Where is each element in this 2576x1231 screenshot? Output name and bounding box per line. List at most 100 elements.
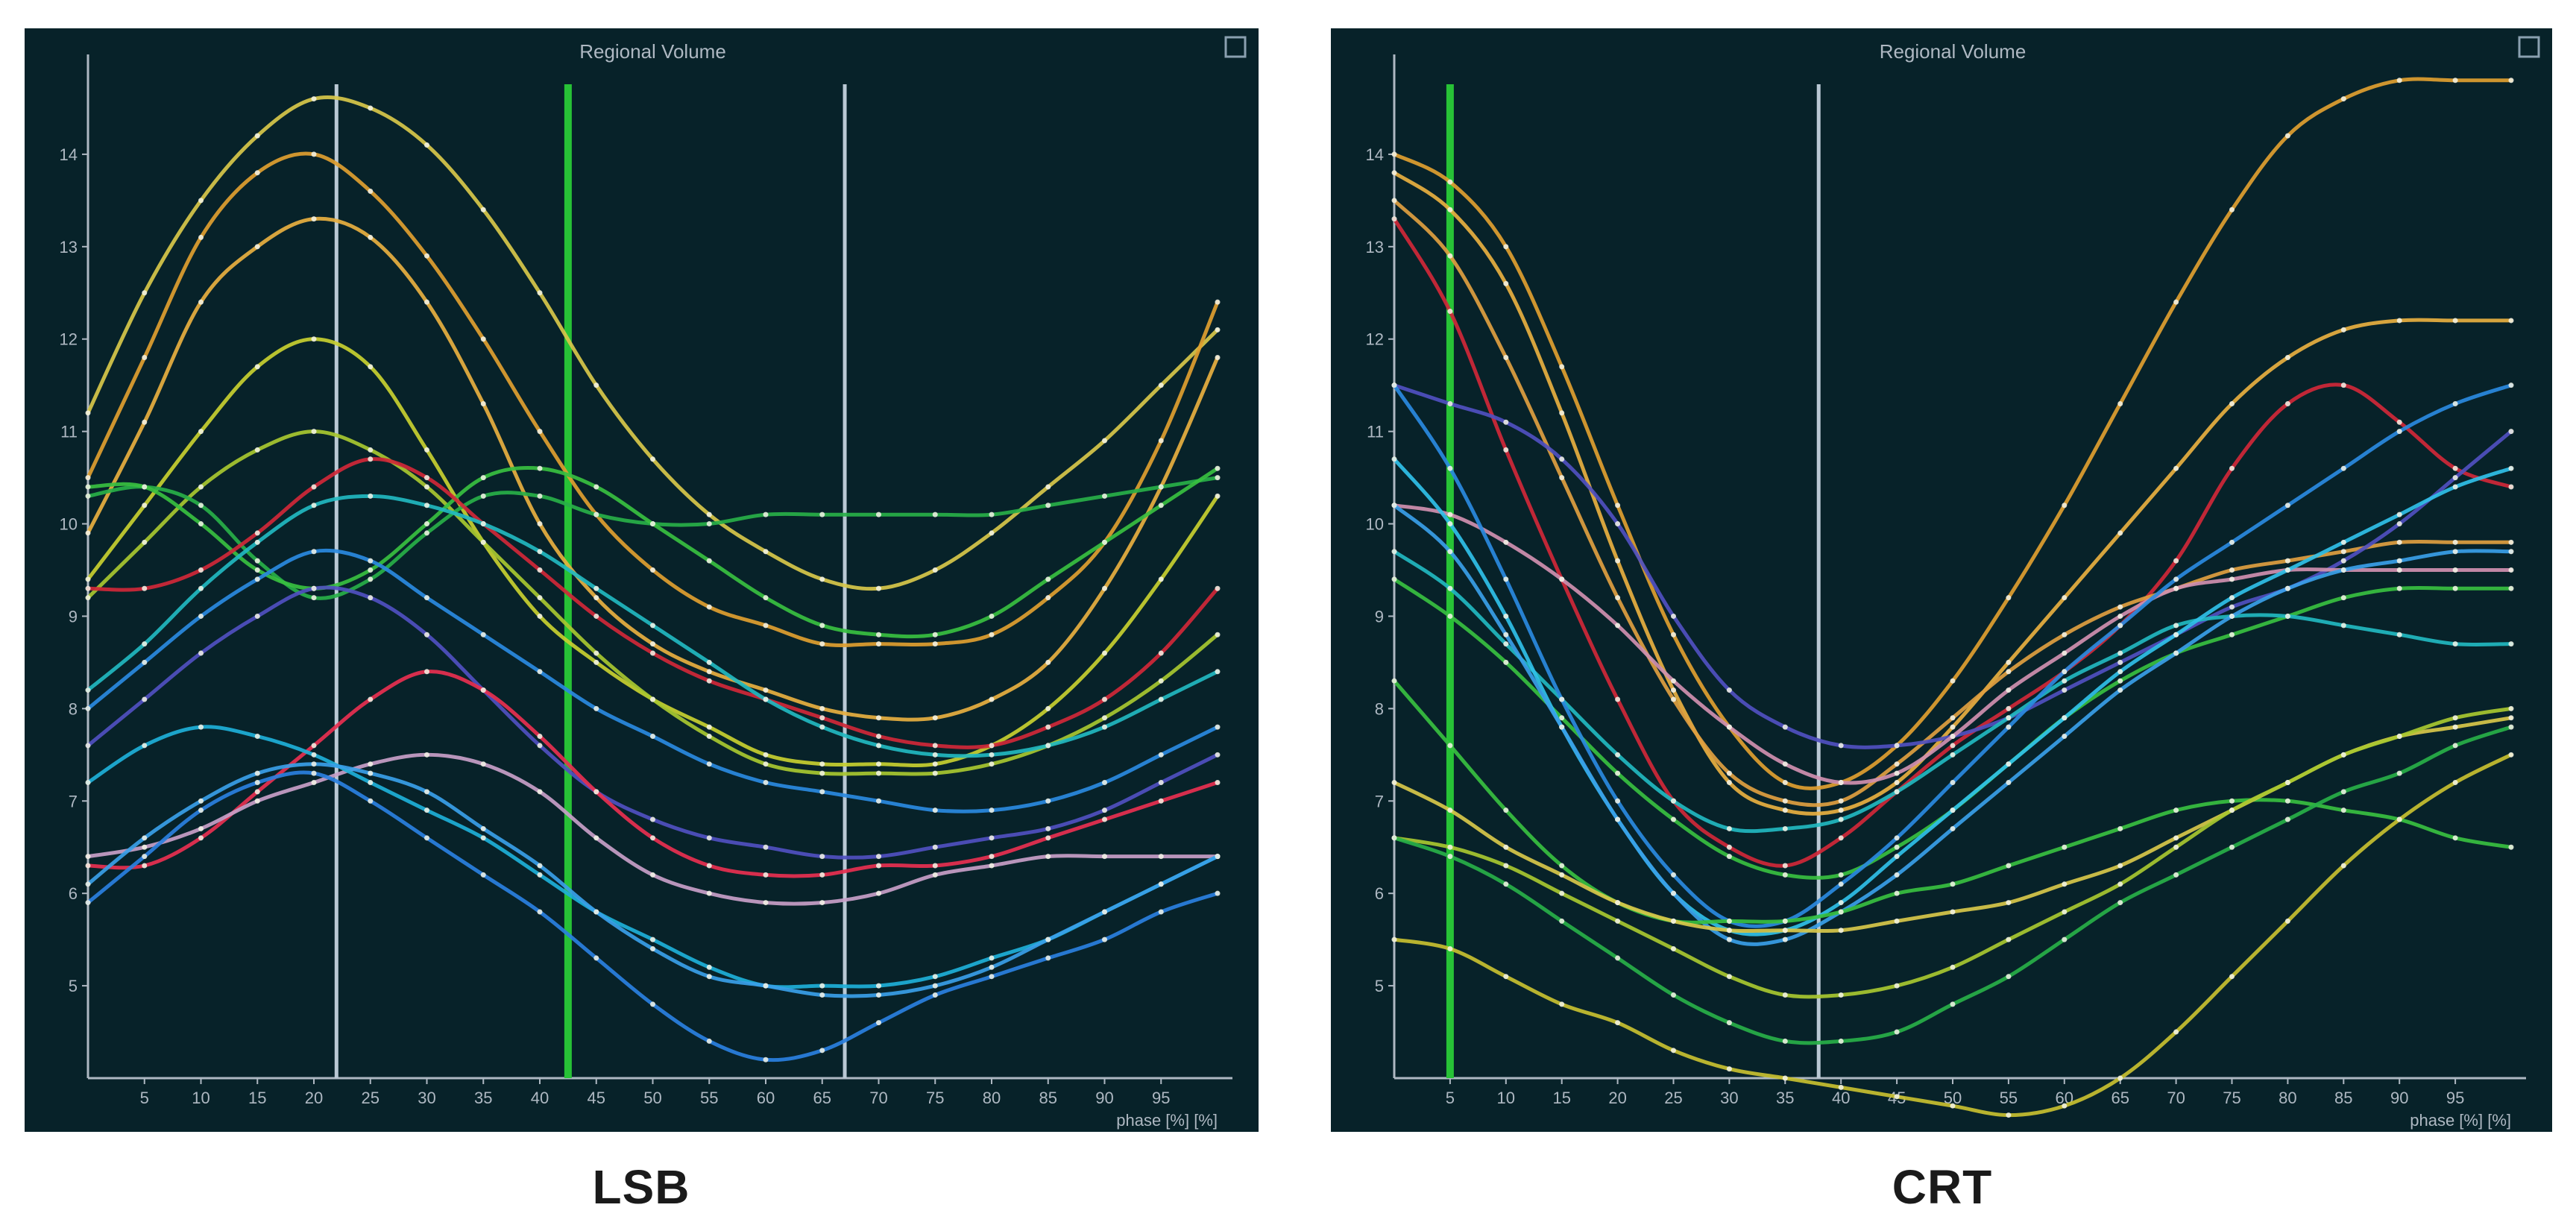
data-point <box>1215 724 1221 730</box>
data-point <box>311 752 317 758</box>
data-point <box>85 530 91 536</box>
data-point <box>1838 992 1844 998</box>
data-point <box>1671 613 1676 619</box>
y-tick-label: 8 <box>69 699 78 718</box>
data-point <box>1447 511 1453 517</box>
data-point <box>819 511 825 517</box>
y-tick-label: 14 <box>1366 145 1384 164</box>
data-point <box>2229 604 2235 610</box>
series-line-13 <box>1392 716 2513 934</box>
data-point <box>1671 992 1676 998</box>
x-axis-label: phase [%] [%] <box>1116 1111 1218 1130</box>
data-point <box>142 539 148 545</box>
data-point <box>706 964 712 970</box>
data-point <box>1615 521 1621 527</box>
data-point <box>2117 900 2123 906</box>
data-point <box>1615 900 1621 906</box>
data-point <box>142 844 148 850</box>
data-point <box>2340 382 2346 388</box>
data-point <box>593 511 599 517</box>
data-point <box>2284 567 2290 573</box>
data-point <box>198 724 204 730</box>
data-point <box>2340 807 2346 813</box>
data-point <box>424 632 429 637</box>
data-point <box>989 807 995 813</box>
data-point <box>1447 179 1453 185</box>
x-tick-label: 35 <box>474 1089 492 1107</box>
data-point <box>1215 585 1221 591</box>
data-point <box>876 863 881 869</box>
data-point <box>2508 78 2514 84</box>
data-point <box>424 752 429 758</box>
data-point <box>1102 715 1107 721</box>
data-point <box>142 863 148 869</box>
data-point <box>311 503 317 509</box>
data-point <box>2508 484 2514 490</box>
data-point <box>1391 678 1397 684</box>
data-point <box>706 863 712 869</box>
y-tick-label: 7 <box>1375 792 1384 810</box>
data-point <box>2340 539 2346 545</box>
maximize-icon[interactable] <box>1224 36 1247 58</box>
data-point <box>989 863 995 869</box>
data-point <box>989 511 995 517</box>
data-point <box>1782 872 1788 878</box>
x-tick-label: 10 <box>1497 1089 1515 1107</box>
data-point <box>480 687 486 693</box>
data-point <box>989 854 995 860</box>
data-point <box>537 909 543 915</box>
data-point <box>480 207 486 212</box>
data-point <box>1559 410 1565 416</box>
data-point <box>2396 511 2402 517</box>
data-point <box>763 779 769 785</box>
data-point <box>876 743 881 749</box>
data-point <box>1559 696 1565 702</box>
data-point <box>706 558 712 564</box>
data-point <box>2062 650 2068 656</box>
data-point <box>1726 974 1732 980</box>
data-point <box>311 484 317 490</box>
data-point <box>706 521 712 527</box>
data-point <box>2117 863 2123 869</box>
data-point <box>2284 779 2290 785</box>
data-point <box>2229 974 2235 980</box>
data-point <box>650 946 655 952</box>
data-point <box>1782 1075 1788 1081</box>
data-point <box>763 511 769 517</box>
data-point <box>142 585 148 591</box>
data-point <box>1671 687 1676 693</box>
data-point <box>85 705 91 711</box>
data-point <box>1503 632 1509 637</box>
data-point <box>763 983 769 989</box>
x-tick-label: 45 <box>588 1089 605 1107</box>
data-point <box>1950 734 1956 740</box>
data-point <box>311 585 317 591</box>
data-point <box>932 743 938 749</box>
data-point <box>1102 438 1107 444</box>
data-point <box>2229 595 2235 601</box>
x-tick-label: 30 <box>1720 1089 1738 1107</box>
data-point <box>368 447 374 453</box>
data-point <box>763 623 769 629</box>
data-point <box>819 900 825 906</box>
data-point <box>932 567 938 573</box>
data-point <box>424 484 429 490</box>
chart-title: Regional Volume <box>579 40 726 63</box>
data-point <box>706 890 712 896</box>
data-point <box>1215 327 1221 333</box>
data-point <box>1391 170 1397 176</box>
data-point <box>1102 816 1107 822</box>
data-point <box>763 549 769 555</box>
x-tick-label: 35 <box>1776 1089 1794 1107</box>
y-tick-label: 14 <box>60 145 78 164</box>
x-tick-label: 55 <box>700 1089 718 1107</box>
data-point <box>2508 641 2514 647</box>
data-point <box>424 807 429 813</box>
data-point <box>311 336 317 342</box>
data-point <box>1838 835 1844 841</box>
data-point <box>311 779 317 785</box>
data-point <box>2173 807 2179 813</box>
maximize-icon[interactable] <box>2518 36 2540 58</box>
data-point <box>2452 484 2458 490</box>
chart-svg-crt: Regional Volume 5 6 7 8 9 10 11 12 13 14 5 10 15 20 25 3… <box>1366 36 2540 1130</box>
